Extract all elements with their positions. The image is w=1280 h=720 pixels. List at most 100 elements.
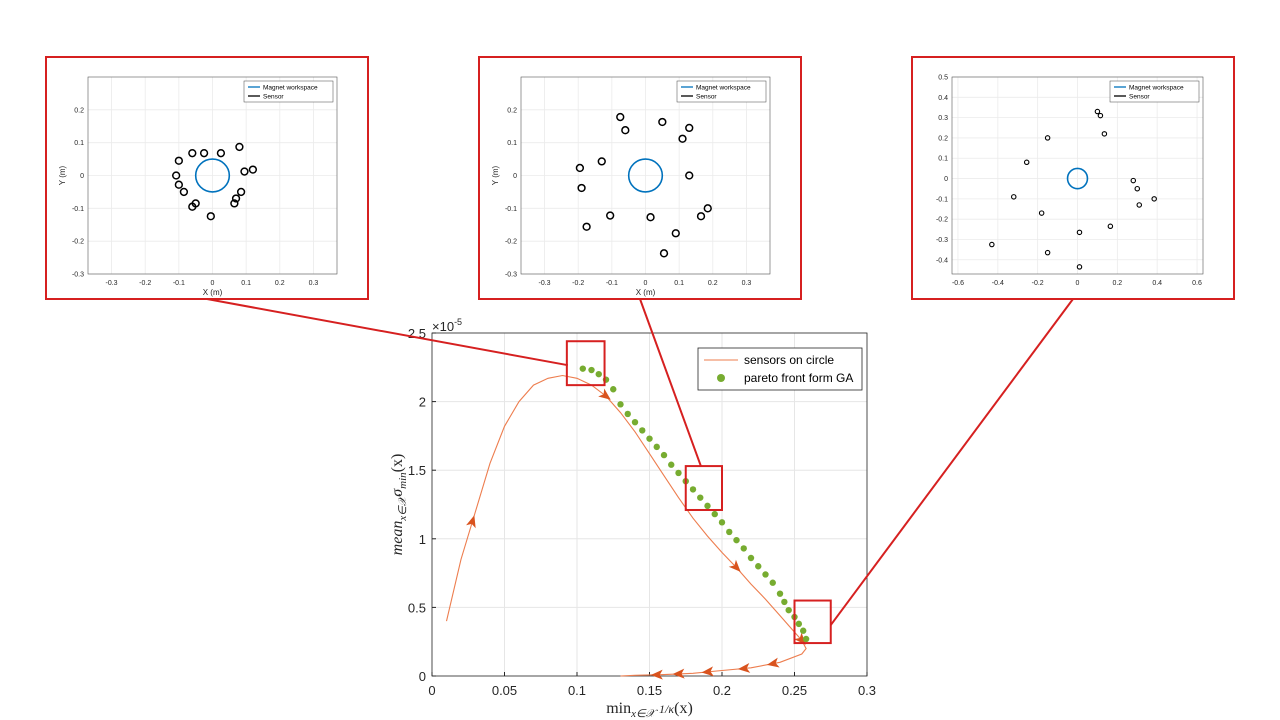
arrowhead	[766, 657, 780, 668]
sensor-marker	[1107, 223, 1114, 230]
inset-plot-area	[951, 76, 1204, 275]
pareto-point	[617, 401, 624, 408]
arrowhead	[794, 632, 806, 645]
main-y-tick-label: 2	[419, 395, 426, 410]
inset-x-tick-label: 0.4	[1152, 280, 1162, 287]
sensor-marker	[671, 229, 680, 238]
pareto-point	[624, 410, 631, 418]
inset-x-tick-label: 0	[644, 280, 648, 287]
zoom-connector	[206, 298, 569, 367]
pareto-point	[646, 435, 653, 442]
sensor-marker	[1076, 229, 1083, 236]
inset-y-tick-label: -0.3	[505, 272, 517, 279]
inset-y-tick-label: -0.3	[936, 237, 948, 244]
main-y-tick-label: 0.5	[408, 600, 426, 615]
inset-legend-label: Sensor	[696, 94, 717, 101]
pareto-point	[800, 627, 807, 634]
sensor-marker	[989, 241, 995, 248]
y-exponent-power: -5	[454, 317, 462, 327]
inset-x-tick-label: 0.3	[742, 280, 752, 287]
pareto-point	[660, 451, 668, 459]
sensor-marker	[577, 183, 586, 193]
inset-legend-label: Magnet workspace	[696, 85, 751, 92]
sensor-marker	[621, 126, 630, 135]
curve-direction-arrow	[466, 515, 476, 529]
series-sensors-on-circle	[445, 374, 807, 677]
main-x-tick-label: 0.2	[713, 683, 731, 698]
inset-y-tick-label: -0.1	[936, 196, 948, 203]
pareto-point	[711, 510, 718, 518]
inset-y-tick-label: -0.3	[72, 272, 84, 279]
sensor-marker	[231, 194, 241, 203]
inset-y-tick-label: 0.2	[74, 107, 84, 114]
main-x-tick-label: 0.05	[492, 683, 517, 698]
main-legend: sensors on circle pareto front form GA	[697, 347, 863, 391]
curve-direction-arrow	[701, 666, 714, 677]
highlight-box	[684, 465, 723, 511]
inset-plot-left: -0.3 -0.2 -0.1 0 0.1 0.2 0.3 -0.3 -0.2 -0.1 0 0.1 0.…	[45, 56, 369, 300]
pareto-point	[610, 386, 617, 393]
inset-x-tick-label: 0.1	[674, 280, 684, 287]
sensor-marker	[1130, 177, 1137, 184]
sensor-marker	[685, 171, 694, 180]
sensor-marker	[206, 212, 215, 221]
inset-y-tick-label: 0	[513, 173, 517, 180]
inset-y-tick-label: 0.2	[507, 107, 517, 114]
pareto-point	[781, 598, 788, 606]
legend-label: pareto front form GA	[744, 371, 853, 385]
highlight-boxes	[565, 340, 832, 645]
inset-x-tick-label: -0.3	[539, 280, 551, 287]
pareto-point	[776, 590, 784, 597]
inset-legend-box	[676, 80, 767, 103]
pareto-point	[588, 366, 595, 374]
inset-x-tick-label: -0.2	[572, 280, 584, 287]
inset-x-tick-label: 0.2	[275, 280, 285, 287]
magnet-workspace-circle	[194, 158, 231, 193]
magnet-workspace-circle	[1066, 167, 1089, 190]
pareto-point	[762, 571, 769, 578]
inset-x-axis-label: X (m)	[203, 288, 223, 297]
inset-plot-middle: -0.3 -0.2 -0.1 0 0.1 0.2 0.3 -0.3 -0.2 -0.1 0 0.1 0.…	[478, 56, 802, 300]
inset-y-tick-label: 0.2	[938, 135, 948, 142]
arrowhead	[728, 559, 741, 572]
magnet-workspace-circle	[627, 158, 664, 193]
sensor-marker	[235, 142, 244, 152]
arrowhead	[672, 668, 685, 679]
inset-y-tick-label: 0.1	[507, 140, 517, 147]
inset-y-tick-label: 0.5	[938, 75, 948, 82]
inset-x-tick-label: -0.6	[952, 280, 964, 287]
inset-y-tick-label: -0.1	[505, 206, 517, 213]
sensor-marker	[240, 167, 249, 176]
sensor-marker	[174, 156, 184, 165]
curve-direction-arrow	[650, 669, 663, 680]
inset-x-tick-label: 0.6	[1192, 280, 1202, 287]
main-x-tick-label: 0.1	[568, 683, 586, 698]
sensor-marker	[1023, 159, 1030, 166]
inset-x-tick-label: 0	[1076, 280, 1080, 287]
pareto-point	[733, 536, 740, 544]
sensor-marker	[575, 163, 585, 173]
pareto-point	[689, 486, 697, 493]
pareto-point	[795, 620, 803, 628]
main-chart: 0 0.05 0.1 0.15 0.2 0.25 0.3 00.511.522.5 sens…	[389, 317, 876, 720]
sensor-marker	[1136, 202, 1143, 208]
inset-y-tick-label: 0.4	[938, 95, 948, 102]
curve-direction-arrow	[766, 657, 780, 668]
zoom-connector-lines	[206, 298, 1074, 626]
main-y-tick-label: 0	[419, 669, 426, 684]
arrowhead	[466, 515, 476, 529]
sensor-marker	[248, 165, 258, 174]
sensor-marker	[172, 171, 181, 180]
pareto-point	[747, 554, 755, 562]
sensor-marker	[1044, 135, 1051, 141]
sensor-marker	[1151, 196, 1157, 202]
pareto-point	[579, 365, 586, 372]
sensor-marker	[216, 149, 226, 158]
pareto-point	[785, 606, 792, 614]
curve-direction-arrow	[672, 668, 685, 679]
curve-direction-arrow	[794, 632, 806, 645]
pareto-point	[740, 545, 747, 552]
main-y-tick-label: 1.5	[408, 463, 426, 478]
sensor-marker	[1038, 210, 1045, 216]
